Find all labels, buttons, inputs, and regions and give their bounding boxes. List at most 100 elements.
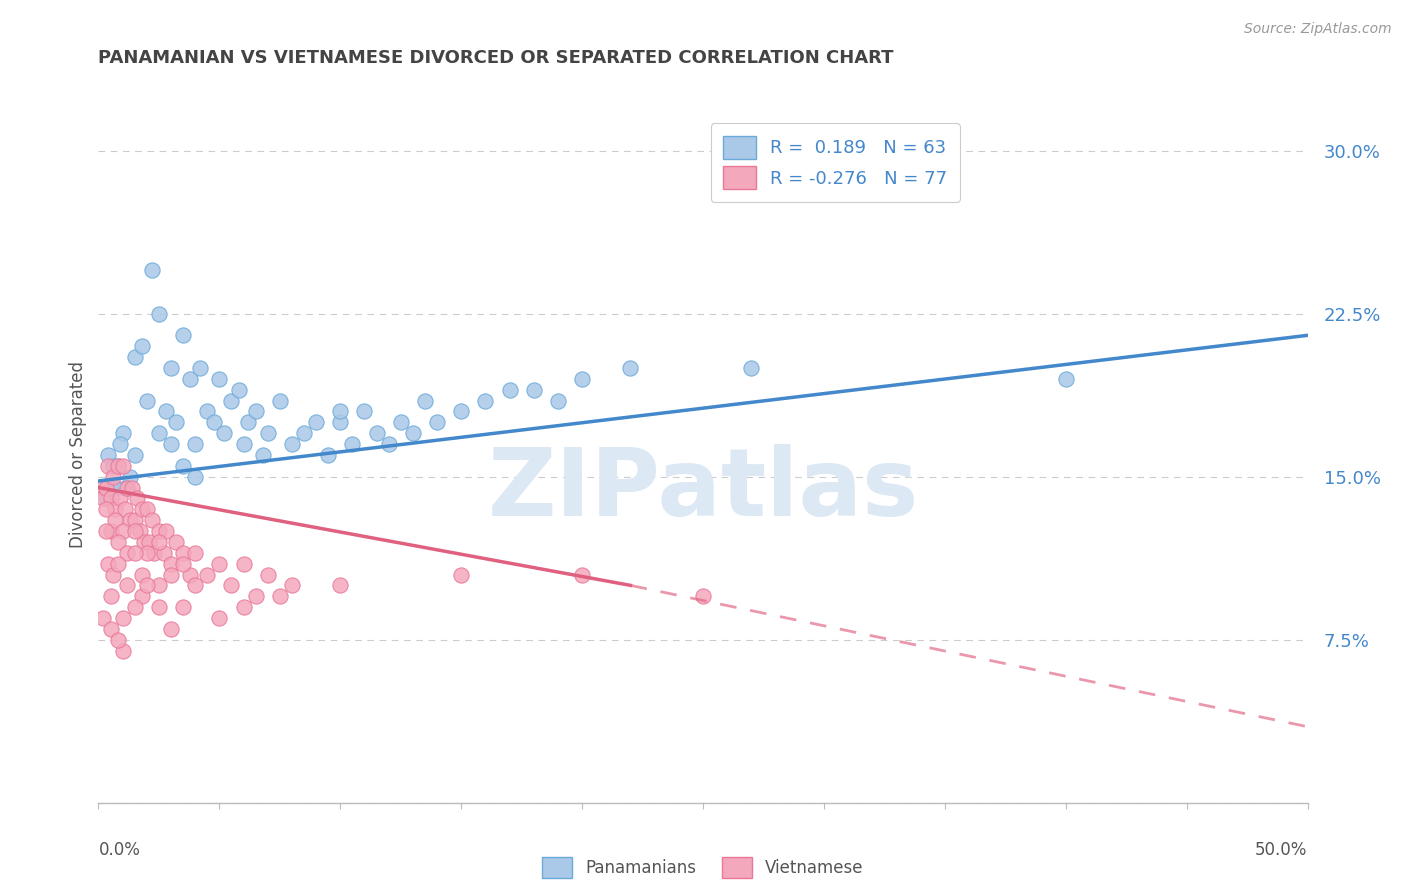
Point: [450, 567, 472, 582]
Point: [128, 524, 150, 538]
Point: [179, 567, 201, 582]
Point: [342, 437, 364, 451]
Point: [232, 600, 254, 615]
Point: [571, 567, 593, 582]
Point: [94, 524, 117, 538]
Point: [204, 415, 226, 429]
Point: [195, 404, 218, 418]
Point: [232, 437, 254, 451]
Point: [135, 393, 157, 408]
Point: [114, 481, 136, 495]
Point: [141, 263, 163, 277]
Point: [107, 535, 129, 549]
Point: [107, 632, 129, 647]
Point: [329, 578, 352, 592]
Point: [329, 415, 352, 429]
Point: [160, 360, 183, 375]
Point: [104, 502, 127, 516]
Point: [474, 393, 496, 408]
Point: [402, 426, 425, 441]
Point: [292, 426, 315, 441]
Point: [172, 600, 194, 615]
Point: [107, 557, 129, 571]
Point: [111, 643, 134, 657]
Point: [90, 481, 112, 495]
Point: [131, 502, 153, 516]
Point: [141, 513, 163, 527]
Point: [121, 481, 143, 495]
Point: [148, 307, 170, 321]
Point: [184, 437, 207, 451]
Point: [100, 589, 122, 603]
Point: [94, 491, 117, 506]
Point: [221, 393, 243, 408]
Point: [135, 578, 157, 592]
Point: [179, 372, 201, 386]
Point: [131, 567, 153, 582]
Point: [377, 437, 399, 451]
Point: [329, 404, 352, 418]
Point: [366, 426, 388, 441]
Point: [160, 437, 183, 451]
Point: [117, 481, 139, 495]
Point: [256, 426, 278, 441]
Point: [172, 546, 194, 560]
Point: [238, 415, 260, 429]
Point: [118, 513, 141, 527]
Point: [148, 524, 170, 538]
Point: [148, 578, 170, 592]
Point: [160, 622, 183, 636]
Point: [160, 567, 183, 582]
Point: [124, 448, 146, 462]
Point: [165, 415, 187, 429]
Point: [571, 372, 593, 386]
Point: [117, 546, 139, 560]
Point: [134, 535, 156, 549]
Point: [195, 567, 218, 582]
Point: [91, 611, 114, 625]
Point: [124, 600, 146, 615]
Text: 50.0%: 50.0%: [1256, 841, 1308, 859]
Point: [426, 415, 449, 429]
Point: [269, 393, 291, 408]
Point: [228, 383, 250, 397]
Point: [100, 481, 122, 495]
Point: [256, 567, 278, 582]
Text: PANAMANIAN VS VIETNAMESE DIVORCED OR SEPARATED CORRELATION CHART: PANAMANIAN VS VIETNAMESE DIVORCED OR SEP…: [98, 49, 894, 67]
Point: [184, 578, 207, 592]
Point: [111, 426, 134, 441]
Point: [101, 567, 124, 582]
Point: [124, 546, 146, 560]
Point: [305, 415, 328, 429]
Point: [269, 589, 291, 603]
Point: [94, 481, 117, 495]
Point: [252, 448, 274, 462]
Point: [450, 404, 472, 418]
Point: [221, 578, 243, 592]
Point: [104, 481, 127, 495]
Point: [165, 535, 187, 549]
Point: [208, 611, 231, 625]
Point: [245, 404, 267, 418]
Point: [148, 535, 170, 549]
Point: [100, 524, 122, 538]
Point: [97, 458, 120, 473]
Point: [97, 557, 120, 571]
Point: [131, 589, 153, 603]
Point: [94, 502, 117, 516]
Point: [353, 404, 375, 418]
Point: [148, 426, 170, 441]
Point: [104, 513, 127, 527]
Point: [124, 524, 146, 538]
Point: [188, 360, 211, 375]
Point: [389, 415, 412, 429]
Point: [100, 622, 122, 636]
Point: [143, 546, 166, 560]
Point: [523, 383, 546, 397]
Point: [131, 339, 153, 353]
Point: [124, 350, 146, 364]
Point: [107, 458, 129, 473]
Point: [111, 524, 134, 538]
Point: [692, 589, 714, 603]
Point: [160, 557, 183, 571]
